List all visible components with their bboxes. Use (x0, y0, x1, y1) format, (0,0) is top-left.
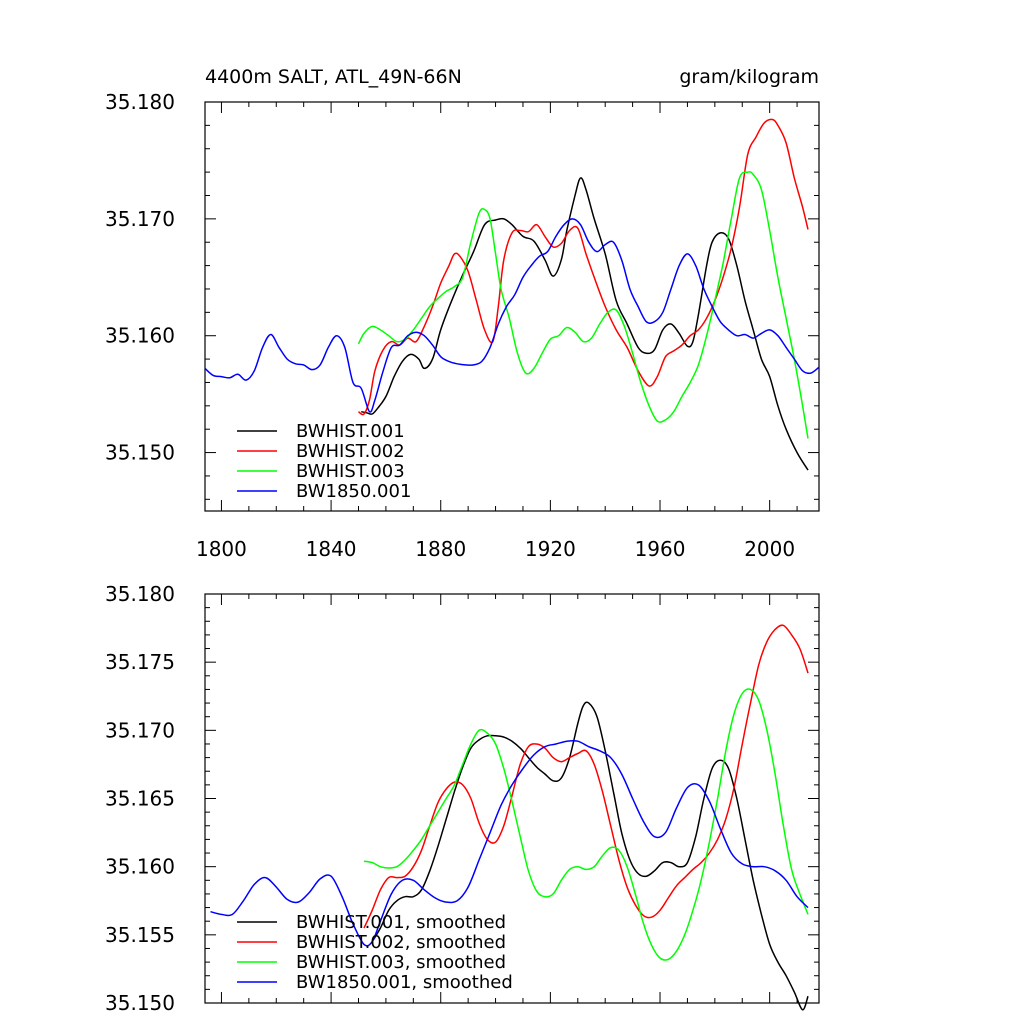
top-ticks: 1800 1840 1880 1920 1960 2000 35.150 35.160 35.1… (105, 90, 819, 561)
series-line-bwhist-001-smoothed (371, 701, 809, 1011)
y-tick-label: 35.150 (105, 991, 175, 1015)
top-series (204, 118, 820, 471)
legend-label: BW1850.001 (296, 481, 411, 502)
top-panel: 4400m SALT, ATL_49N-66N gram/kilogram 18… (105, 66, 820, 561)
series-line-bw1850-001-smoothed (210, 739, 809, 947)
y-tick-label: 35.160 (105, 324, 175, 348)
x-tick-label: 1920 (525, 537, 576, 561)
legend-label: BWHIST.003 (296, 461, 405, 482)
legend-label: BWHIST.001 (296, 421, 405, 442)
x-tick-label: 1880 (415, 537, 466, 561)
y-tick-label: 35.180 (105, 582, 175, 606)
y-tick-label: 35.155 (105, 923, 175, 947)
x-tick-label: 2000 (744, 537, 795, 561)
y-tick-label: 35.150 (105, 441, 175, 465)
y-tick-label: 35.170 (105, 718, 175, 742)
legend-label: BWHIST.002, smoothed (296, 932, 506, 953)
legend-label: BW1850.001, smoothed (296, 972, 513, 993)
series-line-bwhist-002 (358, 118, 809, 416)
y-tick-label: 35.175 (105, 650, 175, 674)
top-chart-units: gram/kilogram (679, 66, 819, 88)
series-line-bwhist-003 (357, 171, 809, 439)
series-line-bwhist-003-smoothed (363, 688, 809, 961)
series-line-bwhist-002-smoothed (363, 624, 809, 929)
bottom-ticks: 35.150 35.155 35.160 35.165 35.170 35.175 35.1… (105, 582, 819, 1015)
bottom-series (210, 624, 809, 1011)
x-tick-label: 1960 (635, 537, 686, 561)
x-tick-label: 1840 (306, 537, 357, 561)
series-line-bw1850-001 (204, 218, 820, 413)
top-chart-title: 4400m SALT, ATL_49N-66N (205, 66, 462, 88)
y-tick-label: 35.160 (105, 855, 175, 879)
legend-label: BWHIST.003, smoothed (296, 952, 506, 973)
legend-label: BWHIST.002 (296, 441, 405, 462)
y-tick-label: 35.170 (105, 207, 175, 231)
y-tick-label: 35.180 (105, 90, 175, 114)
y-tick-label: 35.165 (105, 787, 175, 811)
x-tick-label: 1800 (196, 537, 247, 561)
top-plot-frame (204, 101, 820, 512)
legend-label: BWHIST.001, smoothed (296, 912, 506, 933)
bottom-panel: 35.150 35.155 35.160 35.165 35.170 35.175 35.1… (105, 582, 820, 1015)
series-line-bwhist-001 (361, 177, 809, 471)
